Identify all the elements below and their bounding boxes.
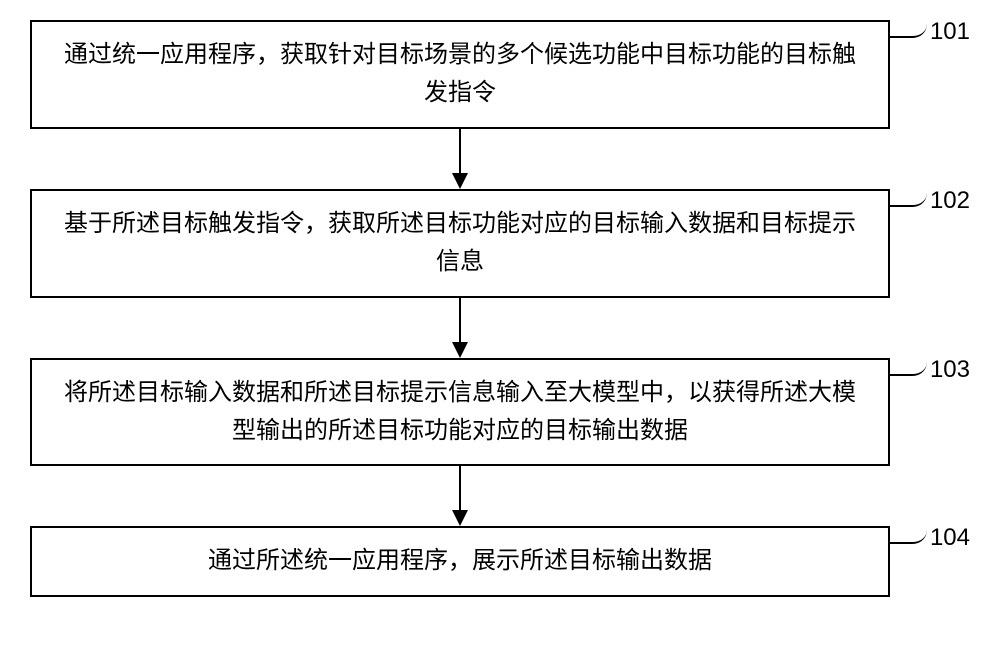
step-101-label: 101 xyxy=(930,18,970,46)
step-103-text: 将所述目标输入数据和所述目标提示信息输入至大模型中，以获得所述大模型输出的所述目… xyxy=(56,374,864,451)
connector-line-icon xyxy=(889,356,927,376)
arrow-down-icon xyxy=(30,466,890,526)
step-104-box: 通过所述统一应用程序，展示所述目标输出数据 xyxy=(30,526,890,596)
arrow-down-icon xyxy=(30,129,890,189)
step-104-text: 通过所述统一应用程序，展示所述目标输出数据 xyxy=(208,542,712,580)
step-103-box: 将所述目标输入数据和所述目标提示信息输入至大模型中，以获得所述大模型输出的所述目… xyxy=(30,358,890,467)
step-102-text: 基于所述目标触发指令，获取所述目标功能对应的目标输入数据和目标提示信息 xyxy=(56,205,864,282)
step-104-label: 104 xyxy=(930,524,970,552)
step-103-label-wrapper: 103 xyxy=(889,358,970,384)
step-104-wrapper: 通过所述统一应用程序，展示所述目标输出数据 104 xyxy=(30,526,970,596)
step-102-label-wrapper: 102 xyxy=(889,189,970,215)
connector-line-icon xyxy=(889,524,927,544)
step-102-wrapper: 基于所述目标触发指令，获取所述目标功能对应的目标输入数据和目标提示信息 102 xyxy=(30,189,970,298)
step-101-label-wrapper: 101 xyxy=(889,20,970,46)
step-103-wrapper: 将所述目标输入数据和所述目标提示信息输入至大模型中，以获得所述大模型输出的所述目… xyxy=(30,358,970,467)
step-101-box: 通过统一应用程序，获取针对目标场景的多个候选功能中目标功能的目标触发指令 xyxy=(30,20,890,129)
flowchart-container: 通过统一应用程序，获取针对目标场景的多个候选功能中目标功能的目标触发指令 101… xyxy=(30,20,970,597)
step-102-label: 102 xyxy=(930,187,970,215)
connector-line-icon xyxy=(889,18,927,38)
step-102-box: 基于所述目标触发指令，获取所述目标功能对应的目标输入数据和目标提示信息 xyxy=(30,189,890,298)
step-104-label-wrapper: 104 xyxy=(889,526,970,552)
step-101-text: 通过统一应用程序，获取针对目标场景的多个候选功能中目标功能的目标触发指令 xyxy=(56,36,864,113)
step-103-label: 103 xyxy=(930,356,970,384)
connector-line-icon xyxy=(889,187,927,207)
step-101-wrapper: 通过统一应用程序，获取针对目标场景的多个候选功能中目标功能的目标触发指令 101 xyxy=(30,20,970,129)
arrow-down-icon xyxy=(30,298,890,358)
